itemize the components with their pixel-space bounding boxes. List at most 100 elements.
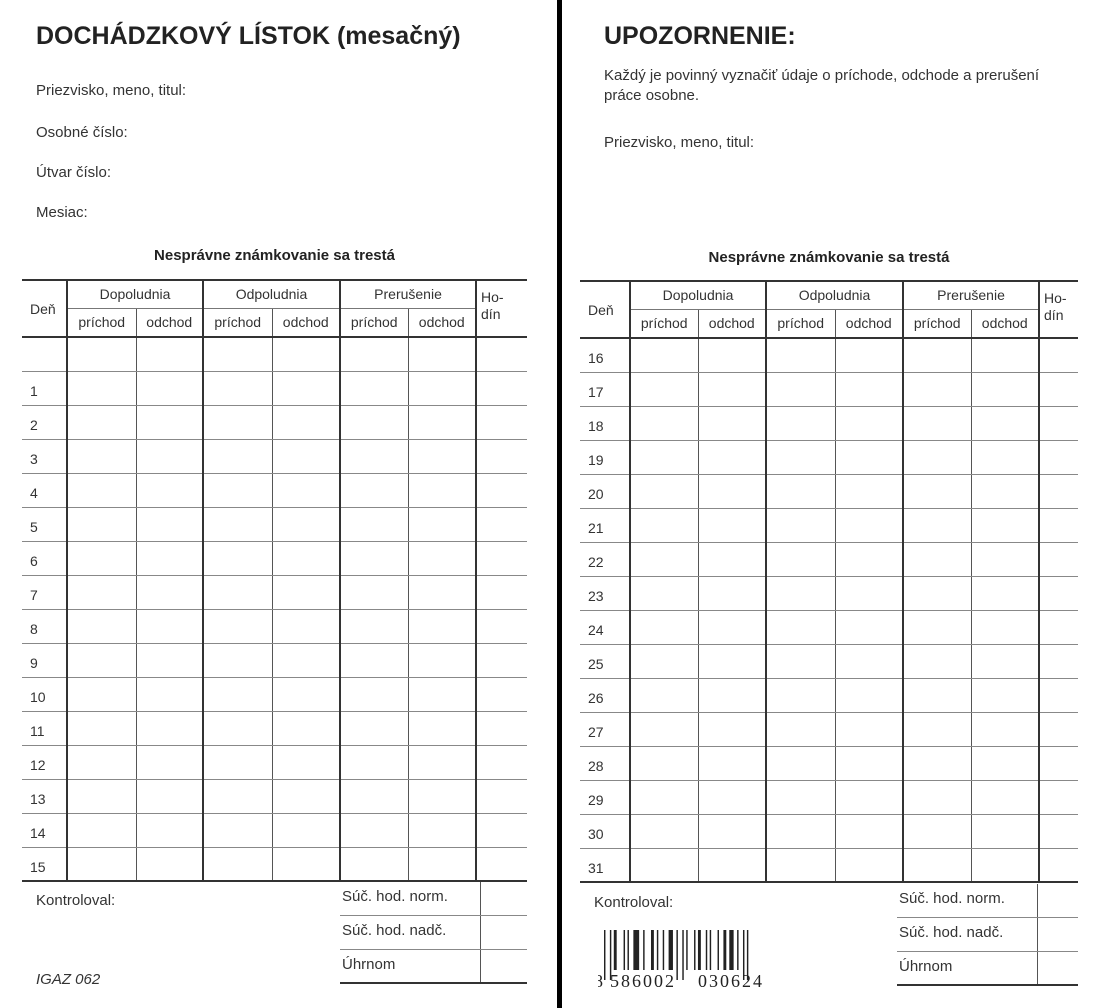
time-cell[interactable]: [970, 848, 1040, 883]
time-cell[interactable]: [135, 813, 203, 848]
time-cell[interactable]: [629, 644, 698, 679]
time-cell[interactable]: [697, 644, 766, 679]
hours-cell[interactable]: [1038, 474, 1079, 509]
time-cell[interactable]: [902, 338, 971, 373]
time-cell[interactable]: [339, 847, 408, 882]
time-cell[interactable]: [407, 813, 477, 848]
time-cell[interactable]: [339, 609, 408, 644]
time-cell[interactable]: [629, 610, 698, 645]
time-cell[interactable]: [271, 677, 340, 712]
time-cell[interactable]: [339, 507, 408, 542]
time-cell[interactable]: [339, 813, 408, 848]
time-cell[interactable]: [339, 711, 408, 746]
time-cell[interactable]: [970, 644, 1040, 679]
time-cell[interactable]: [271, 473, 340, 508]
time-cell[interactable]: [834, 712, 903, 747]
time-cell[interactable]: [970, 678, 1040, 713]
time-cell[interactable]: [135, 643, 203, 678]
time-cell[interactable]: [202, 507, 272, 542]
time-cell[interactable]: [66, 405, 136, 440]
time-cell[interactable]: [970, 814, 1040, 849]
time-cell[interactable]: [271, 779, 340, 814]
time-cell[interactable]: [202, 575, 272, 610]
time-cell[interactable]: [970, 372, 1040, 407]
time-cell[interactable]: [697, 372, 766, 407]
time-cell[interactable]: [697, 338, 766, 373]
time-cell[interactable]: [970, 338, 1040, 373]
time-cell[interactable]: [629, 780, 698, 815]
time-cell[interactable]: [765, 610, 835, 645]
time-cell[interactable]: [339, 473, 408, 508]
time-cell[interactable]: [407, 507, 477, 542]
time-cell[interactable]: [66, 507, 136, 542]
time-cell[interactable]: [834, 848, 903, 883]
time-cell[interactable]: [271, 439, 340, 474]
time-cell[interactable]: [271, 847, 340, 882]
time-cell[interactable]: [765, 372, 835, 407]
time-cell[interactable]: [834, 678, 903, 713]
time-cell[interactable]: [407, 405, 477, 440]
time-cell[interactable]: [902, 440, 971, 475]
time-cell[interactable]: [834, 508, 903, 543]
time-cell[interactable]: [765, 406, 835, 441]
time-cell[interactable]: [339, 405, 408, 440]
time-cell[interactable]: [697, 678, 766, 713]
time-cell[interactable]: [202, 541, 272, 576]
time-cell[interactable]: [697, 440, 766, 475]
time-cell[interactable]: [135, 711, 203, 746]
time-cell[interactable]: [66, 371, 136, 406]
hours-cell[interactable]: [475, 541, 528, 576]
summary-value-cell[interactable]: [1037, 952, 1038, 984]
hours-cell[interactable]: [1038, 576, 1079, 611]
time-cell[interactable]: [271, 371, 340, 406]
time-cell[interactable]: [765, 508, 835, 543]
hours-cell[interactable]: [1038, 678, 1079, 713]
time-cell[interactable]: [135, 371, 203, 406]
time-cell[interactable]: [135, 439, 203, 474]
hours-cell[interactable]: [475, 779, 528, 814]
time-cell[interactable]: [697, 848, 766, 883]
hours-cell[interactable]: [475, 507, 528, 542]
time-cell[interactable]: [765, 576, 835, 611]
time-cell[interactable]: [834, 644, 903, 679]
time-cell[interactable]: [202, 439, 272, 474]
time-cell[interactable]: [66, 541, 136, 576]
time-cell[interactable]: [271, 813, 340, 848]
time-cell[interactable]: [66, 643, 136, 678]
time-cell[interactable]: [66, 813, 136, 848]
time-cell[interactable]: [66, 473, 136, 508]
time-cell[interactable]: [697, 610, 766, 645]
time-cell[interactable]: [339, 541, 408, 576]
hours-cell[interactable]: [1038, 848, 1079, 883]
time-cell[interactable]: [697, 746, 766, 781]
time-cell[interactable]: [271, 575, 340, 610]
time-cell[interactable]: [765, 474, 835, 509]
summary-value-cell[interactable]: [480, 916, 481, 949]
hours-cell[interactable]: [475, 609, 528, 644]
time-cell[interactable]: [629, 712, 698, 747]
time-cell[interactable]: [834, 372, 903, 407]
summary-value-cell[interactable]: [1037, 918, 1038, 951]
hours-cell[interactable]: [1038, 542, 1079, 577]
time-cell[interactable]: [765, 678, 835, 713]
time-cell[interactable]: [407, 745, 477, 780]
time-cell[interactable]: [135, 337, 203, 372]
time-cell[interactable]: [271, 609, 340, 644]
time-cell[interactable]: [66, 609, 136, 644]
time-cell[interactable]: [271, 643, 340, 678]
time-cell[interactable]: [902, 644, 971, 679]
time-cell[interactable]: [629, 474, 698, 509]
time-cell[interactable]: [697, 406, 766, 441]
time-cell[interactable]: [135, 507, 203, 542]
time-cell[interactable]: [339, 643, 408, 678]
time-cell[interactable]: [629, 746, 698, 781]
time-cell[interactable]: [765, 542, 835, 577]
hours-cell[interactable]: [475, 711, 528, 746]
hours-cell[interactable]: [475, 847, 528, 882]
time-cell[interactable]: [339, 677, 408, 712]
time-cell[interactable]: [765, 644, 835, 679]
time-cell[interactable]: [629, 542, 698, 577]
time-cell[interactable]: [202, 813, 272, 848]
time-cell[interactable]: [202, 847, 272, 882]
time-cell[interactable]: [902, 372, 971, 407]
